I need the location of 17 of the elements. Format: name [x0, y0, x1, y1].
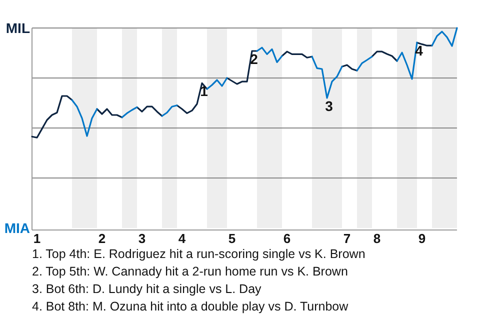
text: MIL: [6, 20, 30, 36]
annotation: 1: [200, 83, 208, 100]
text: 2. Top 5th: W. Cannady hit a 2-run home run vs K. Brown: [32, 264, 348, 278]
x-tick-label: 5: [228, 231, 236, 246]
annotation: 3: [325, 98, 334, 114]
text: MIA: [4, 220, 30, 236]
x-tick-label: 1: [33, 231, 41, 246]
x-tick-label: 6: [283, 231, 291, 246]
x-tick-label: 7: [343, 231, 351, 246]
x-tick-label: 4: [178, 231, 186, 246]
text: 4. Bot 8th: M. Ozuna hit into a double play vs D. Turnbow: [32, 300, 350, 314]
x-tick-label: 8: [373, 231, 381, 246]
x-tick-label: 9: [418, 231, 426, 246]
text: 1. Top 4th: E. Rodriguez hit a run-scoring single vs K. Brown: [32, 247, 366, 261]
text: 3. Bot 6th: D. Lundy hit a single vs L. Day: [32, 282, 262, 296]
x-tick-label: 2: [98, 231, 106, 246]
x-tick-label: 3: [138, 231, 146, 246]
